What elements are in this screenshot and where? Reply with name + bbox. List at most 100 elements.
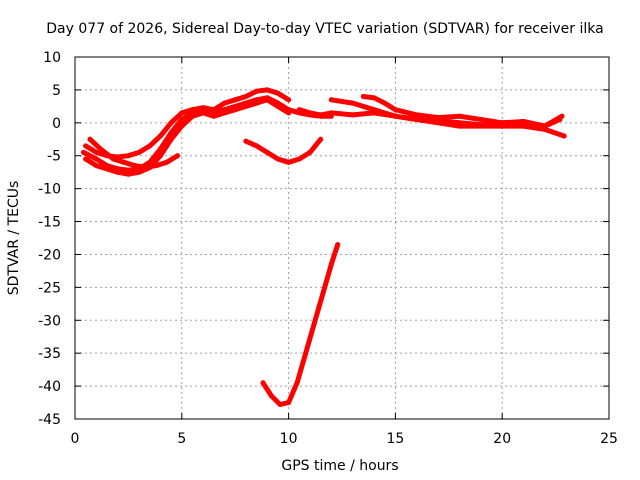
data-point xyxy=(83,143,89,149)
data-point xyxy=(303,350,309,356)
data-point xyxy=(81,149,86,155)
data-point xyxy=(153,163,159,169)
data-point xyxy=(125,171,131,177)
data-point xyxy=(179,110,185,116)
data-point xyxy=(350,112,356,118)
data-point xyxy=(232,107,238,113)
x-tick-label: 5 xyxy=(177,431,186,447)
data-point xyxy=(311,321,317,327)
data-point xyxy=(175,153,180,159)
data-point xyxy=(157,153,163,159)
data-point xyxy=(243,94,249,99)
data-point xyxy=(286,97,292,103)
data-point xyxy=(350,100,356,106)
data-point xyxy=(243,138,249,144)
axis-ticks: 0 5 10 15 20 25 10 5 0 -5 -10 -15 -20 -25 -30 -35 -40 -45 xyxy=(38,50,618,447)
data-point xyxy=(335,242,341,248)
data-point xyxy=(328,261,334,267)
data-point xyxy=(277,402,283,407)
data-point xyxy=(232,97,238,103)
data-point xyxy=(136,169,142,175)
data-point xyxy=(371,95,377,101)
data-point xyxy=(98,146,104,152)
data-point xyxy=(179,117,185,122)
data-point xyxy=(254,88,260,94)
data-point xyxy=(296,107,302,113)
data-point xyxy=(125,153,131,159)
y-tick-label: -5 xyxy=(47,149,61,165)
data-point xyxy=(296,156,302,162)
data-point xyxy=(499,120,505,126)
y-tick-label: -30 xyxy=(38,313,61,329)
y-tick-label: 10 xyxy=(43,50,61,66)
data-point xyxy=(307,149,313,155)
data-point xyxy=(190,107,195,113)
data-point xyxy=(143,165,148,171)
data-point xyxy=(260,380,266,386)
data-point xyxy=(269,393,274,399)
data-point xyxy=(168,120,174,126)
y-tick-label: -15 xyxy=(38,215,61,231)
data-point xyxy=(318,112,324,118)
data-point xyxy=(328,97,334,103)
y-tick-label: 5 xyxy=(52,83,61,99)
data-point xyxy=(360,94,366,99)
y-tick-label: -45 xyxy=(38,412,61,428)
data-point xyxy=(136,149,142,155)
data-point xyxy=(478,123,484,129)
data-point xyxy=(179,123,185,129)
data-point xyxy=(542,123,548,129)
series-track-6 xyxy=(260,242,341,407)
data-point xyxy=(275,103,281,109)
data-point xyxy=(200,105,206,111)
data-point xyxy=(222,100,227,106)
data-point xyxy=(264,87,270,93)
data-point xyxy=(414,112,420,118)
x-axis-label: GPS time / hours xyxy=(281,458,398,474)
x-tick-label: 10 xyxy=(280,431,298,447)
series-track-8 xyxy=(328,97,567,139)
data-point xyxy=(318,136,324,142)
data-point xyxy=(147,143,153,149)
data-point xyxy=(320,291,326,297)
data-point xyxy=(93,149,99,155)
data-point xyxy=(243,103,249,109)
data-point xyxy=(392,107,398,113)
data-point xyxy=(328,110,334,116)
data-point xyxy=(561,133,567,139)
y-axis-label: SDTVAR / TECUs xyxy=(6,181,22,296)
data-point xyxy=(521,123,527,129)
data-point xyxy=(414,117,420,122)
data-point xyxy=(275,156,281,162)
data-point xyxy=(286,159,292,165)
y-tick-label: 0 xyxy=(52,116,61,132)
data-point xyxy=(93,163,99,169)
data-point xyxy=(457,113,462,119)
data-point xyxy=(115,169,121,175)
data-point xyxy=(211,107,217,113)
data-point xyxy=(264,149,270,155)
y-tick-label: -25 xyxy=(38,280,61,296)
x-tick-label: 20 xyxy=(493,431,511,447)
x-tick-label: 15 xyxy=(386,431,404,447)
x-tick-label: 0 xyxy=(71,431,80,447)
data-point xyxy=(478,117,484,122)
data-point xyxy=(132,163,138,169)
data-point xyxy=(307,110,313,116)
plot-frame xyxy=(74,56,610,420)
data-point xyxy=(521,119,527,124)
data-point xyxy=(222,110,227,116)
y-tick-label: -20 xyxy=(38,247,61,263)
data-series xyxy=(81,87,567,407)
grid xyxy=(75,57,609,419)
data-point xyxy=(168,136,174,142)
data-point xyxy=(457,123,462,129)
data-point xyxy=(294,380,300,386)
x-tick-label: 25 xyxy=(600,431,618,447)
data-point xyxy=(93,156,99,162)
data-point xyxy=(87,136,93,142)
data-point xyxy=(371,107,377,113)
data-point xyxy=(382,100,388,106)
data-point xyxy=(286,400,292,405)
